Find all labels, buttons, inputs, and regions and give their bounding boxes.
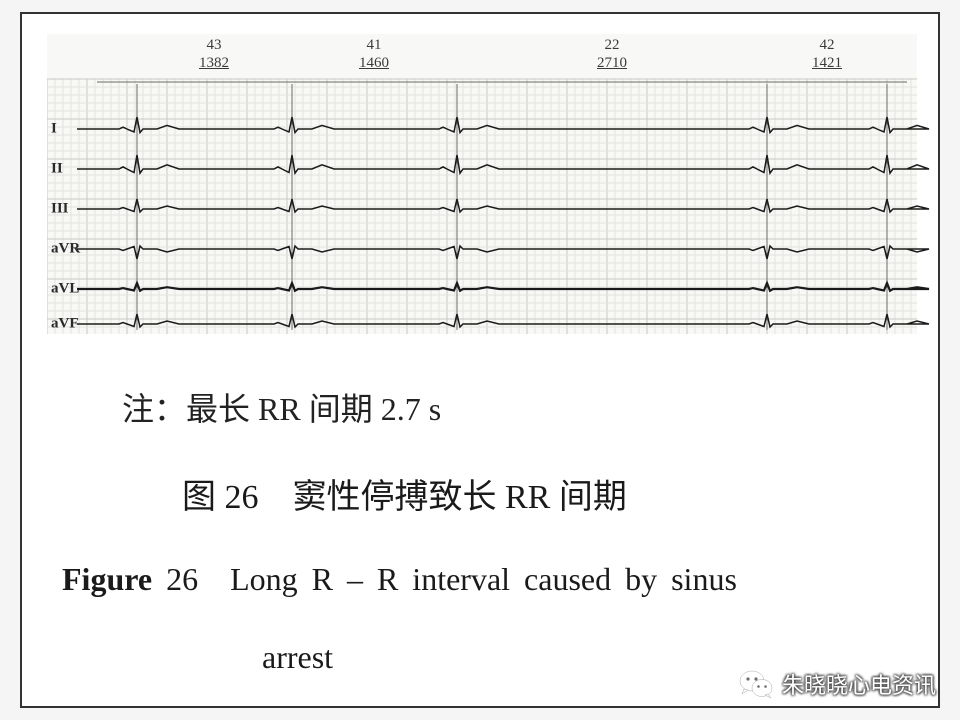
caption-en-figure-word: Figure bbox=[62, 561, 152, 597]
interval-label: 431382 bbox=[199, 36, 229, 72]
interval-label: 421421 bbox=[812, 36, 842, 72]
interval-label: 411460 bbox=[359, 36, 389, 72]
ecg-trace bbox=[47, 129, 917, 130]
caption-cn-prefix: 图 26 bbox=[182, 479, 259, 516]
ecg-trace bbox=[47, 209, 917, 210]
ecg-trace bbox=[47, 289, 917, 290]
caption-chinese: 图 26 窦性停搏致长 RR 间期 bbox=[182, 469, 627, 518]
caption-en-number: 26 bbox=[152, 561, 198, 597]
ecg-trace bbox=[47, 324, 917, 325]
wechat-icon bbox=[738, 666, 774, 702]
caption-en-body1: Long R – R interval caused by sinus bbox=[198, 561, 737, 597]
figure-frame: 431382411460222710421421 IIIIIIaVRaVLaVF… bbox=[20, 12, 940, 708]
caption-english-line1: Figure 26 Long R – R interval caused by … bbox=[62, 554, 932, 600]
caption-cn-body: 窦性停搏致长 RR 间期 bbox=[259, 479, 627, 516]
ecg-trace bbox=[47, 249, 917, 250]
ecg-strip: 431382411460222710421421 IIIIIIaVRaVLaVF bbox=[47, 34, 917, 334]
interval-label: 222710 bbox=[597, 36, 627, 72]
caption-english-line2: arrest bbox=[262, 639, 333, 676]
watermark: 朱晓晓心电资讯 bbox=[738, 666, 936, 702]
watermark-text: 朱晓晓心电资讯 bbox=[782, 668, 936, 700]
ecg-trace bbox=[47, 169, 917, 170]
interval-labels: 431382 411460 222710 421421 bbox=[47, 36, 917, 76]
figure-note: 注：最长 RR 间期 2.7 s bbox=[122, 384, 441, 430]
